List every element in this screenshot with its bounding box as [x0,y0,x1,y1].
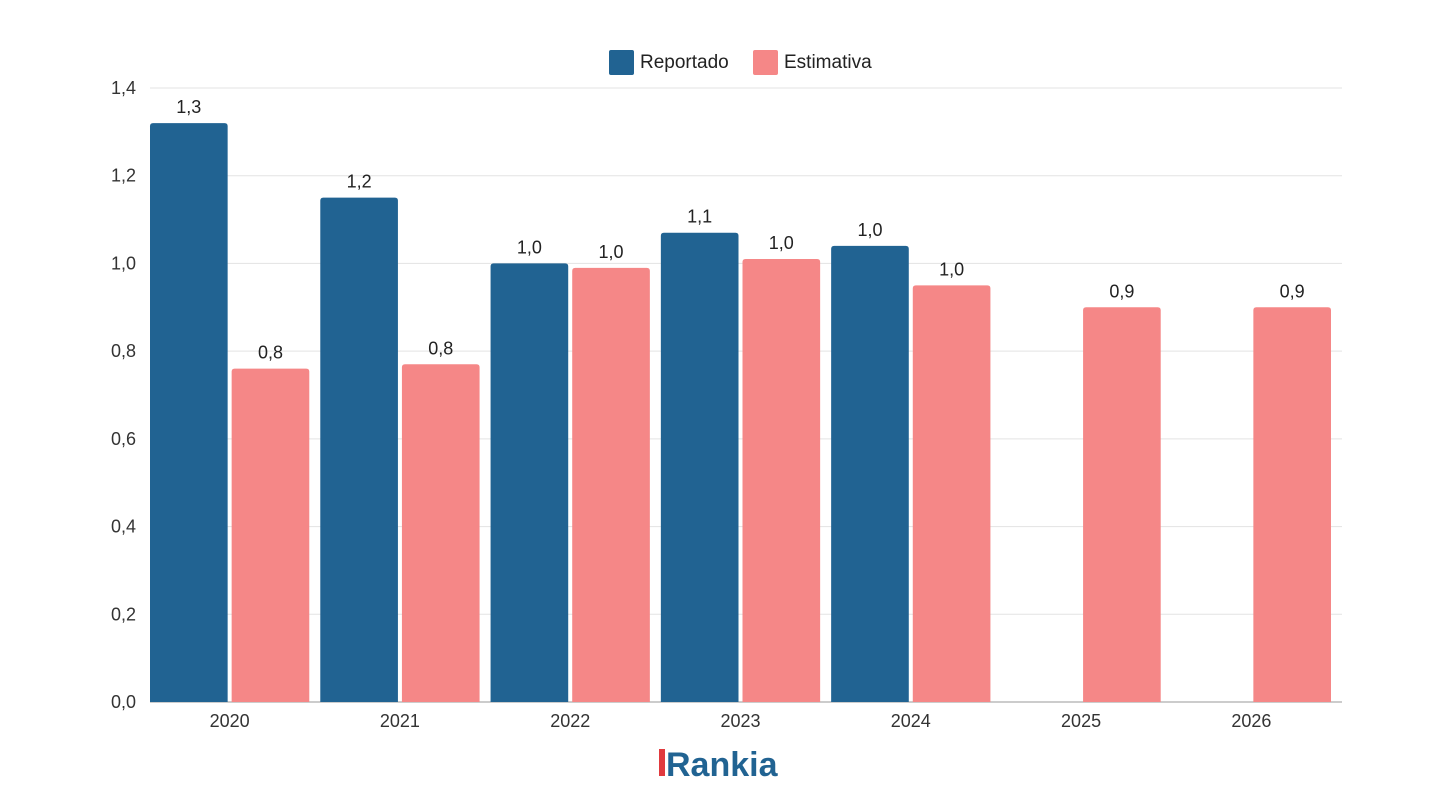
data-labels: 1,3 0,8 1,2 0,8 1,0 1,0 1,1 1,0 1,0 1,0 0,9 0,9 [176,97,1304,363]
bar-reportado-2023 [660,232,739,702]
data-label: 1,0 [857,220,882,240]
data-label: 0,8 [428,338,453,358]
x-tick-label: 2025 [1061,711,1101,731]
bar-estimativa-2020 [231,368,310,702]
data-label: 1,0 [517,237,542,257]
data-label: 1,2 [347,172,372,192]
data-label: 1,3 [176,97,201,117]
x-tick-label: 2024 [891,711,931,731]
bar-estimativa-2024 [912,285,991,702]
data-label: 1,0 [599,242,624,262]
legend: Reportado Estimativa [609,50,872,75]
y-tick-label: 0,8 [111,341,136,361]
y-tick-label: 0,4 [111,517,136,537]
x-tick-label: 2022 [550,711,590,731]
legend-swatch-estimativa [753,50,778,75]
legend-swatch-reportado [609,50,634,75]
bar-reportado-2024 [831,245,909,702]
bar-estimativa-2025 [1083,307,1161,702]
bar-reportado-2021 [320,197,398,702]
bar-reportado-2020 [150,123,228,703]
y-tick-label: 1,4 [111,78,136,98]
legend-label-estimativa: Estimativa [784,52,872,73]
x-tick-label: 2026 [1231,711,1271,731]
data-label: 1,1 [687,207,712,227]
y-tick-label: 0,0 [111,692,136,712]
logo-text: Rankia [666,746,779,784]
x-tick-label: 2023 [720,711,760,731]
y-tick-label: 0,6 [111,429,136,449]
data-label: 0,9 [1280,281,1305,301]
data-label: 0,9 [1109,281,1134,301]
rankia-logo: Rankia [659,746,779,784]
bar-estimativa-2023 [742,259,821,702]
y-tick-label: 1,0 [111,253,136,273]
data-label: 1,0 [769,233,794,253]
x-axis: 2020 2021 2022 2023 2024 2025 2026 [210,711,1272,731]
bars [150,123,1331,703]
data-label: 0,8 [258,343,283,363]
bar-estimativa-2021 [401,364,480,702]
legend-label-reportado: Reportado [640,52,729,73]
y-axis: 0,0 0,2 0,4 0,6 0,8 1,0 1,2 1,4 [111,78,136,712]
data-label: 1,0 [939,259,964,279]
bar-estimativa-2022 [572,267,650,702]
y-tick-label: 1,2 [111,166,136,186]
bar-reportado-2022 [490,263,569,702]
y-tick-label: 0,2 [111,604,136,624]
logo-accent-bar [659,749,665,776]
bar-estimativa-2026 [1253,307,1331,702]
x-tick-label: 2020 [210,711,250,731]
x-tick-label: 2021 [380,711,420,731]
